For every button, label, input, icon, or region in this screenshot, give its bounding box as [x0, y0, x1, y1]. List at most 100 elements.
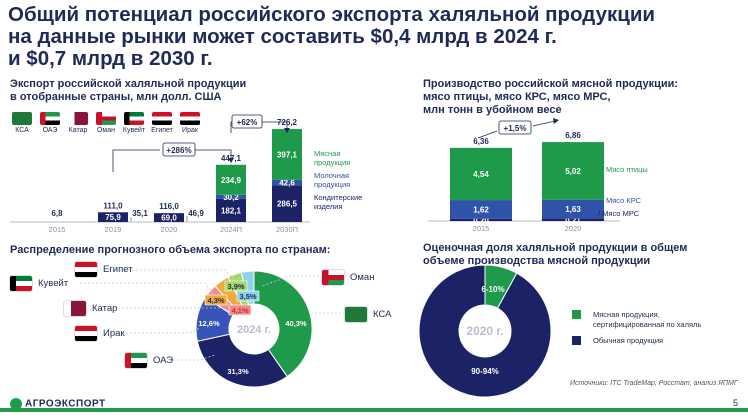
ksa-flag-icon: [12, 112, 32, 125]
meat-bar-label: 5,02: [565, 167, 581, 176]
export-country-flags: КСА ОАЭ Катар Оман Кувейт Египет Ирак: [10, 112, 202, 134]
country-КСА: КСА: [345, 307, 391, 322]
export-category-label: 2020: [161, 225, 178, 234]
share-legend-label: Обычная продукция: [593, 336, 663, 345]
growth-arrow: [262, 121, 288, 130]
title-line-1: Общий потенциал российского экспорта хал…: [8, 3, 656, 26]
dist-center-label: 2024 г.: [237, 324, 271, 336]
agroexport-logo: АГРОЭКСПОРТ: [10, 398, 106, 410]
meat-category-label: 2020: [565, 224, 582, 233]
growth-arrow: [112, 149, 160, 172]
export-total-label: 111,0: [103, 201, 123, 210]
share-legend-label: сертифицированная по халяль: [593, 320, 701, 329]
flag-label: Ирак: [182, 127, 198, 134]
uae-flag-icon: [125, 353, 147, 368]
iraq-flag-icon: [180, 112, 200, 125]
share-legend-label: Мясная продукция,: [593, 310, 660, 319]
export-bar-label: 286,5: [277, 200, 298, 209]
export-bar-label: 182,1: [221, 206, 242, 215]
flag-label: Египет: [151, 127, 173, 134]
meat-growth-badge: [498, 120, 532, 135]
dist-slice-label: 4,3%: [207, 296, 224, 305]
meat-total-label: 6,86: [565, 131, 581, 140]
iraq-flag-icon: [75, 326, 97, 341]
dist-label-bg: [228, 304, 252, 316]
export-legend-label: Молочная: [314, 171, 349, 180]
oman-flag-icon: [322, 270, 344, 285]
logo-icon: [10, 398, 22, 410]
flag-item: Кувейт: [122, 112, 146, 134]
export-bar-label: 69,0: [161, 214, 177, 223]
dist-slice-label: 3,5%: [239, 292, 256, 301]
meat-bar-2015-2: [450, 147, 512, 201]
country-Кувейт: Кувейт: [10, 276, 68, 291]
export-legend-label: Кондитерские: [314, 193, 362, 202]
dist-slice-label: 4,1%: [231, 306, 248, 315]
growth-badge: [231, 114, 263, 129]
page-number: 5: [733, 398, 739, 408]
growth-label: +286%: [166, 146, 191, 155]
flag-item: Оман: [94, 112, 118, 134]
meat-growth-arrow: [532, 120, 556, 127]
meat-bar-2015-0: [450, 218, 512, 221]
country-name: ОАЭ: [153, 355, 174, 366]
dist-slice-ОАЭ: [196, 333, 288, 388]
flag-item: Катар: [66, 112, 90, 134]
share-chart-title: Оценочная доля халяльной продукции в общ…: [423, 242, 688, 267]
arrow-head: [228, 158, 234, 163]
dist-connector: [110, 327, 201, 334]
export-bar-2030П-1: [272, 179, 302, 186]
country-ОАЭ: ОАЭ: [125, 353, 173, 368]
export-bar-2019-0: [98, 212, 128, 222]
dist-slice-label: 40,3%: [285, 319, 307, 328]
meat-bar-2020-0: [542, 218, 604, 221]
meat-bar-label: 0,20: [473, 216, 489, 225]
dist-label-bg: [224, 280, 248, 292]
meat-legend-label: Мясо птицы: [606, 165, 648, 174]
kuwait-flag-icon: [10, 276, 32, 291]
meat-bar-2015-1: [450, 200, 512, 219]
dist-slice-label: 3,9%: [227, 282, 244, 291]
title-line-2: на данные рынки может составить $0,4 млр…: [8, 25, 557, 48]
country-Ирак: Ирак: [75, 326, 125, 341]
export-category-label: 2024П: [220, 225, 242, 234]
qatar-flag-icon: [68, 112, 88, 125]
meat-legend-label: Мясо КРС: [606, 196, 642, 205]
export-legend-label: продукция: [314, 158, 350, 167]
country-Оман: Оман: [322, 270, 374, 285]
country-name: Ирак: [103, 328, 125, 339]
page-title: Общий потенциал российского экспорта хал…: [8, 4, 743, 70]
meat-bar-label: 1,62: [473, 205, 489, 214]
meat-growth-arrow: [477, 130, 498, 139]
dist-label-bg: [204, 294, 228, 306]
growth-badge: [162, 142, 196, 157]
export-bar-2024П-1: [216, 194, 246, 199]
share-slice-label: 90-94%: [471, 367, 499, 376]
meat-bar-label: 1,63: [565, 205, 581, 214]
dist-slice-КСА: [253, 270, 313, 378]
ksa-flag-icon: [345, 307, 367, 322]
flag-item: ОАЭ: [38, 112, 62, 134]
export-growth-62: +62%: [230, 114, 290, 133]
export-category-label: 2019: [105, 225, 122, 234]
title-line-3: и $0,7 млрд в 2030 г.: [8, 47, 213, 70]
dist-connector: [110, 307, 233, 313]
export-total-label: 116,0: [159, 202, 179, 211]
export-growth-286: +286%: [112, 142, 234, 172]
share-center-label: 2020 г.: [466, 324, 503, 338]
arrow-head: [553, 118, 559, 124]
flag-item: Ирак: [178, 112, 202, 134]
export-bar-2030П-0: [272, 185, 302, 222]
meat-category-label: 2015: [473, 224, 490, 233]
growth-arrow: [195, 149, 232, 160]
export-bar-2024П-0: [216, 198, 246, 222]
flag-item: КСА: [10, 112, 34, 134]
share-legend-swatch: [572, 310, 581, 319]
dist-slice-label: 12,6%: [198, 319, 220, 328]
country-name: Оман: [350, 272, 375, 283]
dist-connector: [80, 282, 216, 297]
export-bar-label: 234,9: [221, 176, 242, 185]
footer-line: [0, 408, 748, 412]
export-category-label: 2015: [49, 225, 66, 234]
egypt-flag-icon: [152, 112, 172, 125]
